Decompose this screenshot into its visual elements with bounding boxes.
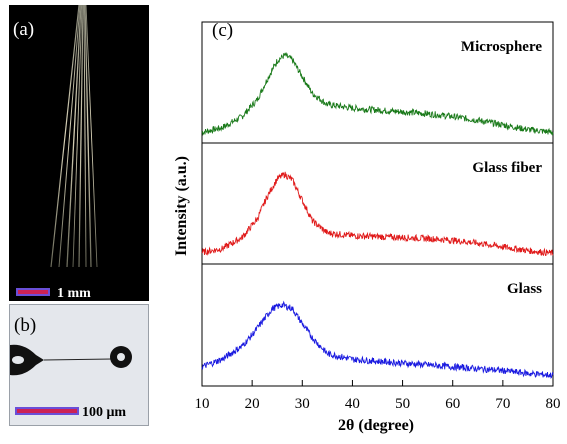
x-tick-label: 50 — [395, 396, 410, 412]
series-label-glass-fiber: Glass fiber — [472, 160, 542, 176]
fiber-droplet-right — [110, 346, 132, 368]
x-tick-label: 10 — [195, 396, 210, 412]
fiber-photo: (a) 1 mm — [13, 4, 98, 301]
x-tick-label: 80 — [546, 396, 561, 412]
x-tick-label: 30 — [295, 396, 310, 412]
series-line-microsphere — [201, 52, 554, 137]
panel-b-scale-label: 100 μm — [82, 405, 126, 420]
panel-a-scale-label: 1 mm — [57, 286, 91, 301]
fiber-droplet-left — [10, 344, 44, 376]
x-tick-label: 70 — [495, 396, 510, 412]
series-line-glass — [201, 300, 554, 379]
series-label-glass: Glass — [507, 281, 542, 297]
stacked-plot-frames — [201, 21, 554, 387]
plot-frame-3 — [201, 263, 554, 387]
xrd-chart: Microsphere Glass fiber Glass 10 20 30 40 50 60… — [173, 20, 561, 434]
xrd-chart-panel: Microsphere Glass fiber Glass 10 20 30 40 50 60… — [150, 0, 567, 439]
fiber-microscope-image: (b) 100 μm — [10, 315, 132, 420]
fiber-microscope-panel: (b) 100 μm — [9, 304, 149, 426]
y-axis-label: Intensity (a.u.) — [173, 156, 190, 256]
series-lines — [201, 52, 554, 379]
panel-c-label: (c) — [212, 20, 233, 41]
x-axis-label: 2θ (degree) — [338, 417, 414, 434]
panel-a-scale-bar — [16, 288, 50, 296]
x-tick-label: 40 — [345, 396, 360, 412]
x-tick-label: 60 — [445, 396, 460, 412]
panel-b-scale-bar — [15, 407, 79, 415]
fiber-strand — [43, 358, 113, 361]
panel-a-label: (a) — [13, 19, 34, 40]
series-label-microsphere: Microsphere — [461, 39, 542, 55]
glass-fibers — [50, 4, 98, 268]
series-labels: Microsphere Glass fiber Glass — [461, 39, 542, 297]
x-axis-ticks: 10 20 30 40 50 60 70 80 — [195, 380, 561, 412]
panel-b-label: (b) — [14, 315, 36, 336]
x-tick-label: 20 — [245, 396, 260, 412]
series-line-glass-fiber — [201, 171, 554, 257]
fiber-photo-panel: (a) 1 mm — [9, 4, 149, 301]
